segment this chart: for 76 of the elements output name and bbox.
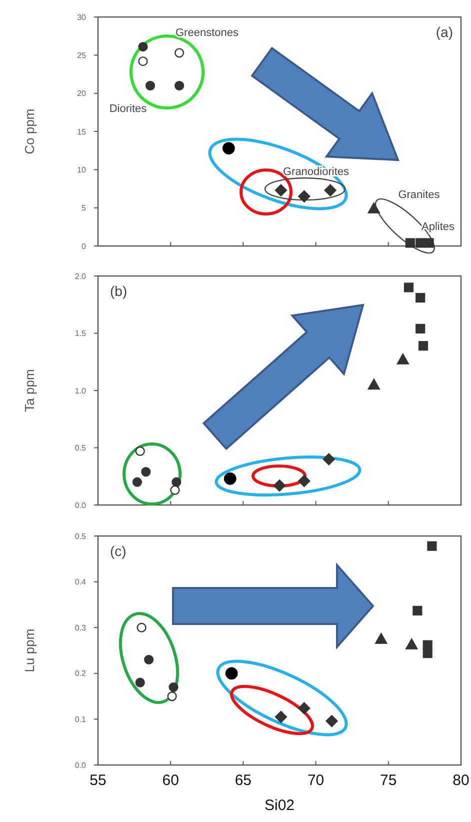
annotation: Diorites — [109, 102, 148, 115]
point — [368, 202, 380, 214]
point — [135, 446, 145, 456]
point — [222, 142, 235, 155]
y-tick-label: 2.0 — [74, 272, 87, 281]
y-tick-label: 20 — [77, 89, 87, 98]
point — [416, 238, 426, 248]
point — [396, 354, 409, 364]
annotation: Granites — [398, 188, 440, 201]
point — [322, 453, 335, 466]
point — [168, 682, 178, 692]
y-tick-label: 0.5 — [74, 532, 87, 541]
x-tick-label: 70 — [307, 772, 324, 789]
x-tick-label: 80 — [452, 772, 470, 789]
point — [418, 341, 428, 351]
y-tick-label: 5 — [82, 204, 87, 213]
y-axis-title: Ta ppm — [22, 369, 37, 412]
annotation: Greenstones — [176, 26, 239, 39]
point — [368, 378, 380, 390]
point — [138, 56, 148, 66]
point — [174, 80, 184, 90]
x-tick-label: 75 — [380, 772, 397, 789]
point — [427, 541, 437, 551]
y-tick-label: 0.3 — [74, 623, 87, 632]
point — [416, 324, 426, 334]
x-tick-label: 55 — [90, 772, 106, 789]
point — [274, 710, 288, 723]
y-axis-title: Lu ppm — [22, 628, 37, 672]
point — [404, 282, 414, 292]
point — [326, 714, 338, 728]
point — [172, 477, 182, 487]
y-tick-label: 0.5 — [74, 444, 87, 453]
point — [375, 632, 388, 644]
point — [274, 184, 288, 196]
y-tick-label: 0.4 — [74, 578, 87, 587]
point — [298, 190, 310, 202]
point — [141, 466, 151, 477]
point — [136, 622, 146, 632]
point — [135, 678, 145, 688]
x-axis-title: Si02 — [264, 797, 295, 814]
point — [132, 477, 142, 487]
y-tick-label: 0.0 — [74, 500, 87, 510]
annotation: (a) — [436, 24, 453, 40]
point — [144, 654, 154, 664]
point — [170, 485, 180, 495]
point — [412, 606, 422, 616]
y-tick-label: 30 — [77, 12, 87, 22]
x-tick-label: 60 — [162, 772, 179, 789]
point — [174, 48, 184, 58]
point — [405, 238, 415, 248]
point — [406, 638, 418, 650]
y-tick-label: 0.0 — [74, 760, 87, 770]
y-tick-label: 15 — [77, 127, 87, 136]
point — [145, 80, 156, 90]
point — [324, 184, 336, 196]
y-tick-label: 1.0 — [74, 386, 87, 396]
y-tick-label: 0 — [82, 242, 87, 251]
y-tick-label: 0.1 — [74, 715, 87, 724]
y-axis-title: Co ppm — [22, 108, 37, 154]
point — [298, 474, 310, 488]
point — [273, 479, 286, 492]
point — [167, 692, 177, 702]
point — [138, 42, 148, 52]
point — [424, 238, 434, 248]
y-tick-label: 10 — [77, 165, 87, 174]
point — [298, 702, 310, 714]
y-tick-label: 1.5 — [74, 329, 87, 338]
annotation: (c) — [110, 543, 126, 559]
point — [416, 292, 426, 303]
point — [224, 472, 236, 485]
annotation: (b) — [110, 283, 128, 299]
x-tick-label: 65 — [234, 772, 252, 789]
y-tick-label: 0.2 — [74, 669, 87, 678]
point — [225, 667, 238, 680]
point — [422, 648, 432, 658]
y-tick-label: 25 — [77, 50, 87, 60]
